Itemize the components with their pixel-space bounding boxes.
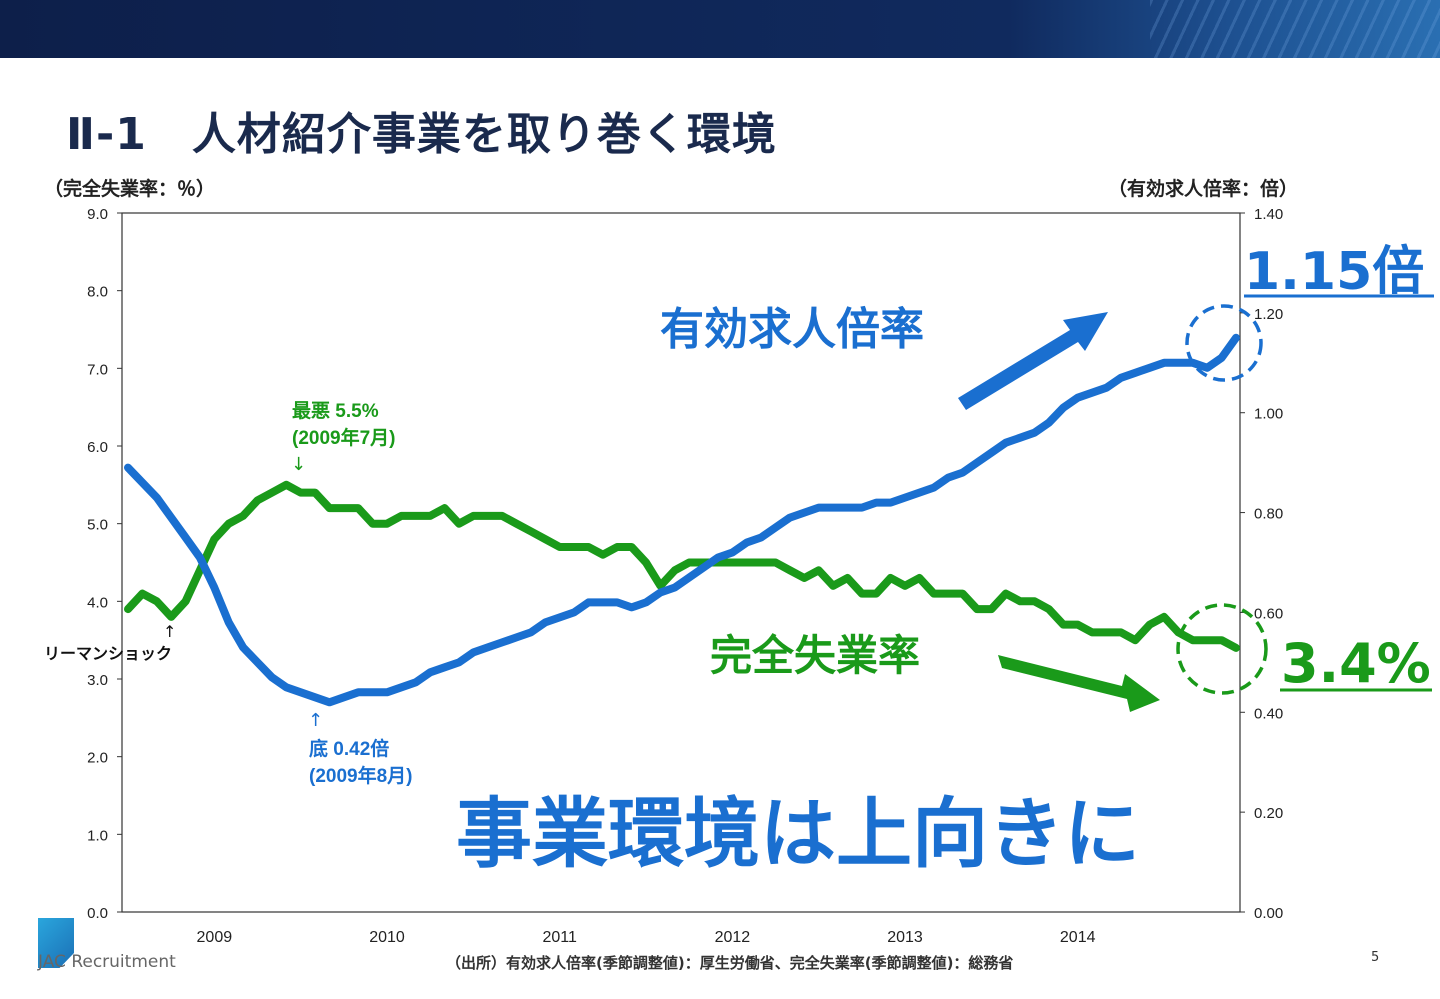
logo-text: JAC Recruitment	[38, 952, 176, 972]
left-axis-unit: （完全失業率：％）	[44, 178, 216, 200]
unemployment-highlight-circle	[1176, 603, 1268, 695]
right-axis-tick-label: 0.00	[1254, 905, 1283, 922]
right-axis-tick-label: 1.00	[1254, 406, 1283, 423]
left-axis-tick-label: 4.0	[87, 594, 108, 611]
right-axis-tick-label: 0.20	[1254, 805, 1283, 822]
headline-message: 事業環境は上向きに	[456, 789, 1140, 878]
x-axis-year-label: 2014	[1060, 929, 1096, 946]
left-axis-tick-label: 7.0	[87, 361, 108, 378]
right-axis-tick-label: 0.40	[1254, 705, 1283, 722]
left-axis-tick-label: 9.0	[87, 206, 108, 223]
left-axis-tick-label: 1.0	[87, 827, 108, 844]
job-ratio-bottom-date: (2009年8月)	[309, 764, 413, 787]
left-axis-tick-label: 0.0	[87, 905, 108, 922]
left-axis-tick-label: 6.0	[87, 439, 108, 456]
x-axis-year-label: 2012	[715, 929, 751, 946]
header-decoration	[1150, 0, 1440, 58]
unemployment-series-label: 完全失業率	[710, 631, 920, 680]
company-logo: JAC Recruitment	[38, 918, 188, 972]
left-axis-tick-label: 5.0	[87, 517, 108, 534]
unemployment-trend-arrow	[998, 655, 1160, 712]
unemployment-worst-arrow: ↓	[291, 454, 306, 475]
job-ratio-bottom-arrow: ↑	[308, 710, 323, 731]
right-axis-unit: （有効求人倍率：倍）	[1108, 178, 1299, 200]
left-axis-tick-label: 8.0	[87, 284, 108, 301]
source-note: （出所）有効求人倍率(季節調整値)：厚生労働省、完全失業率(季節調整値)：総務省	[446, 954, 1014, 972]
job-ratio-bottom-label: 底 0.42倍	[309, 737, 389, 760]
job-offer-ratio-line	[124, 333, 1240, 707]
plot-frame	[121, 212, 1241, 913]
left-axis-tick-label: 3.0	[87, 672, 108, 689]
x-axis-year-label: 2011	[542, 929, 577, 946]
x-axis-year-label: 2010	[369, 929, 405, 946]
slide-title: Ⅱ-1 人材紹介事業を取り巻く環境	[66, 109, 777, 160]
x-axis-year-label: 2013	[887, 929, 923, 946]
job-ratio-series-label: 有効求人倍率	[660, 304, 924, 355]
lehman-arrow: ↑	[163, 622, 176, 641]
right-axis-tick-label: 0.80	[1254, 506, 1283, 523]
job-ratio-trend-arrow	[958, 312, 1108, 410]
unemployment-worst-label: 最悪 5.5%	[292, 400, 379, 422]
unemployment-latest-value: 3.4%	[1281, 632, 1431, 695]
job-ratio-latest-value: 1.15倍	[1244, 242, 1424, 302]
job-ratio-highlight-circle	[1185, 304, 1263, 382]
right-axis-tick-label: 1.20	[1254, 306, 1283, 323]
right-axis-tick-label: 0.60	[1254, 605, 1283, 622]
unemployment-worst-date: (2009年7月)	[292, 426, 396, 449]
page-number: 5	[1371, 950, 1380, 965]
right-axis-tick-label: 1.40	[1254, 206, 1283, 223]
header-bar	[0, 0, 1440, 58]
x-axis-year-label: 2009	[197, 929, 233, 946]
lehman-label: リーマンショック	[44, 644, 172, 663]
left-axis-tick-label: 2.0	[87, 750, 108, 767]
unemployment-rate-line	[124, 480, 1240, 652]
